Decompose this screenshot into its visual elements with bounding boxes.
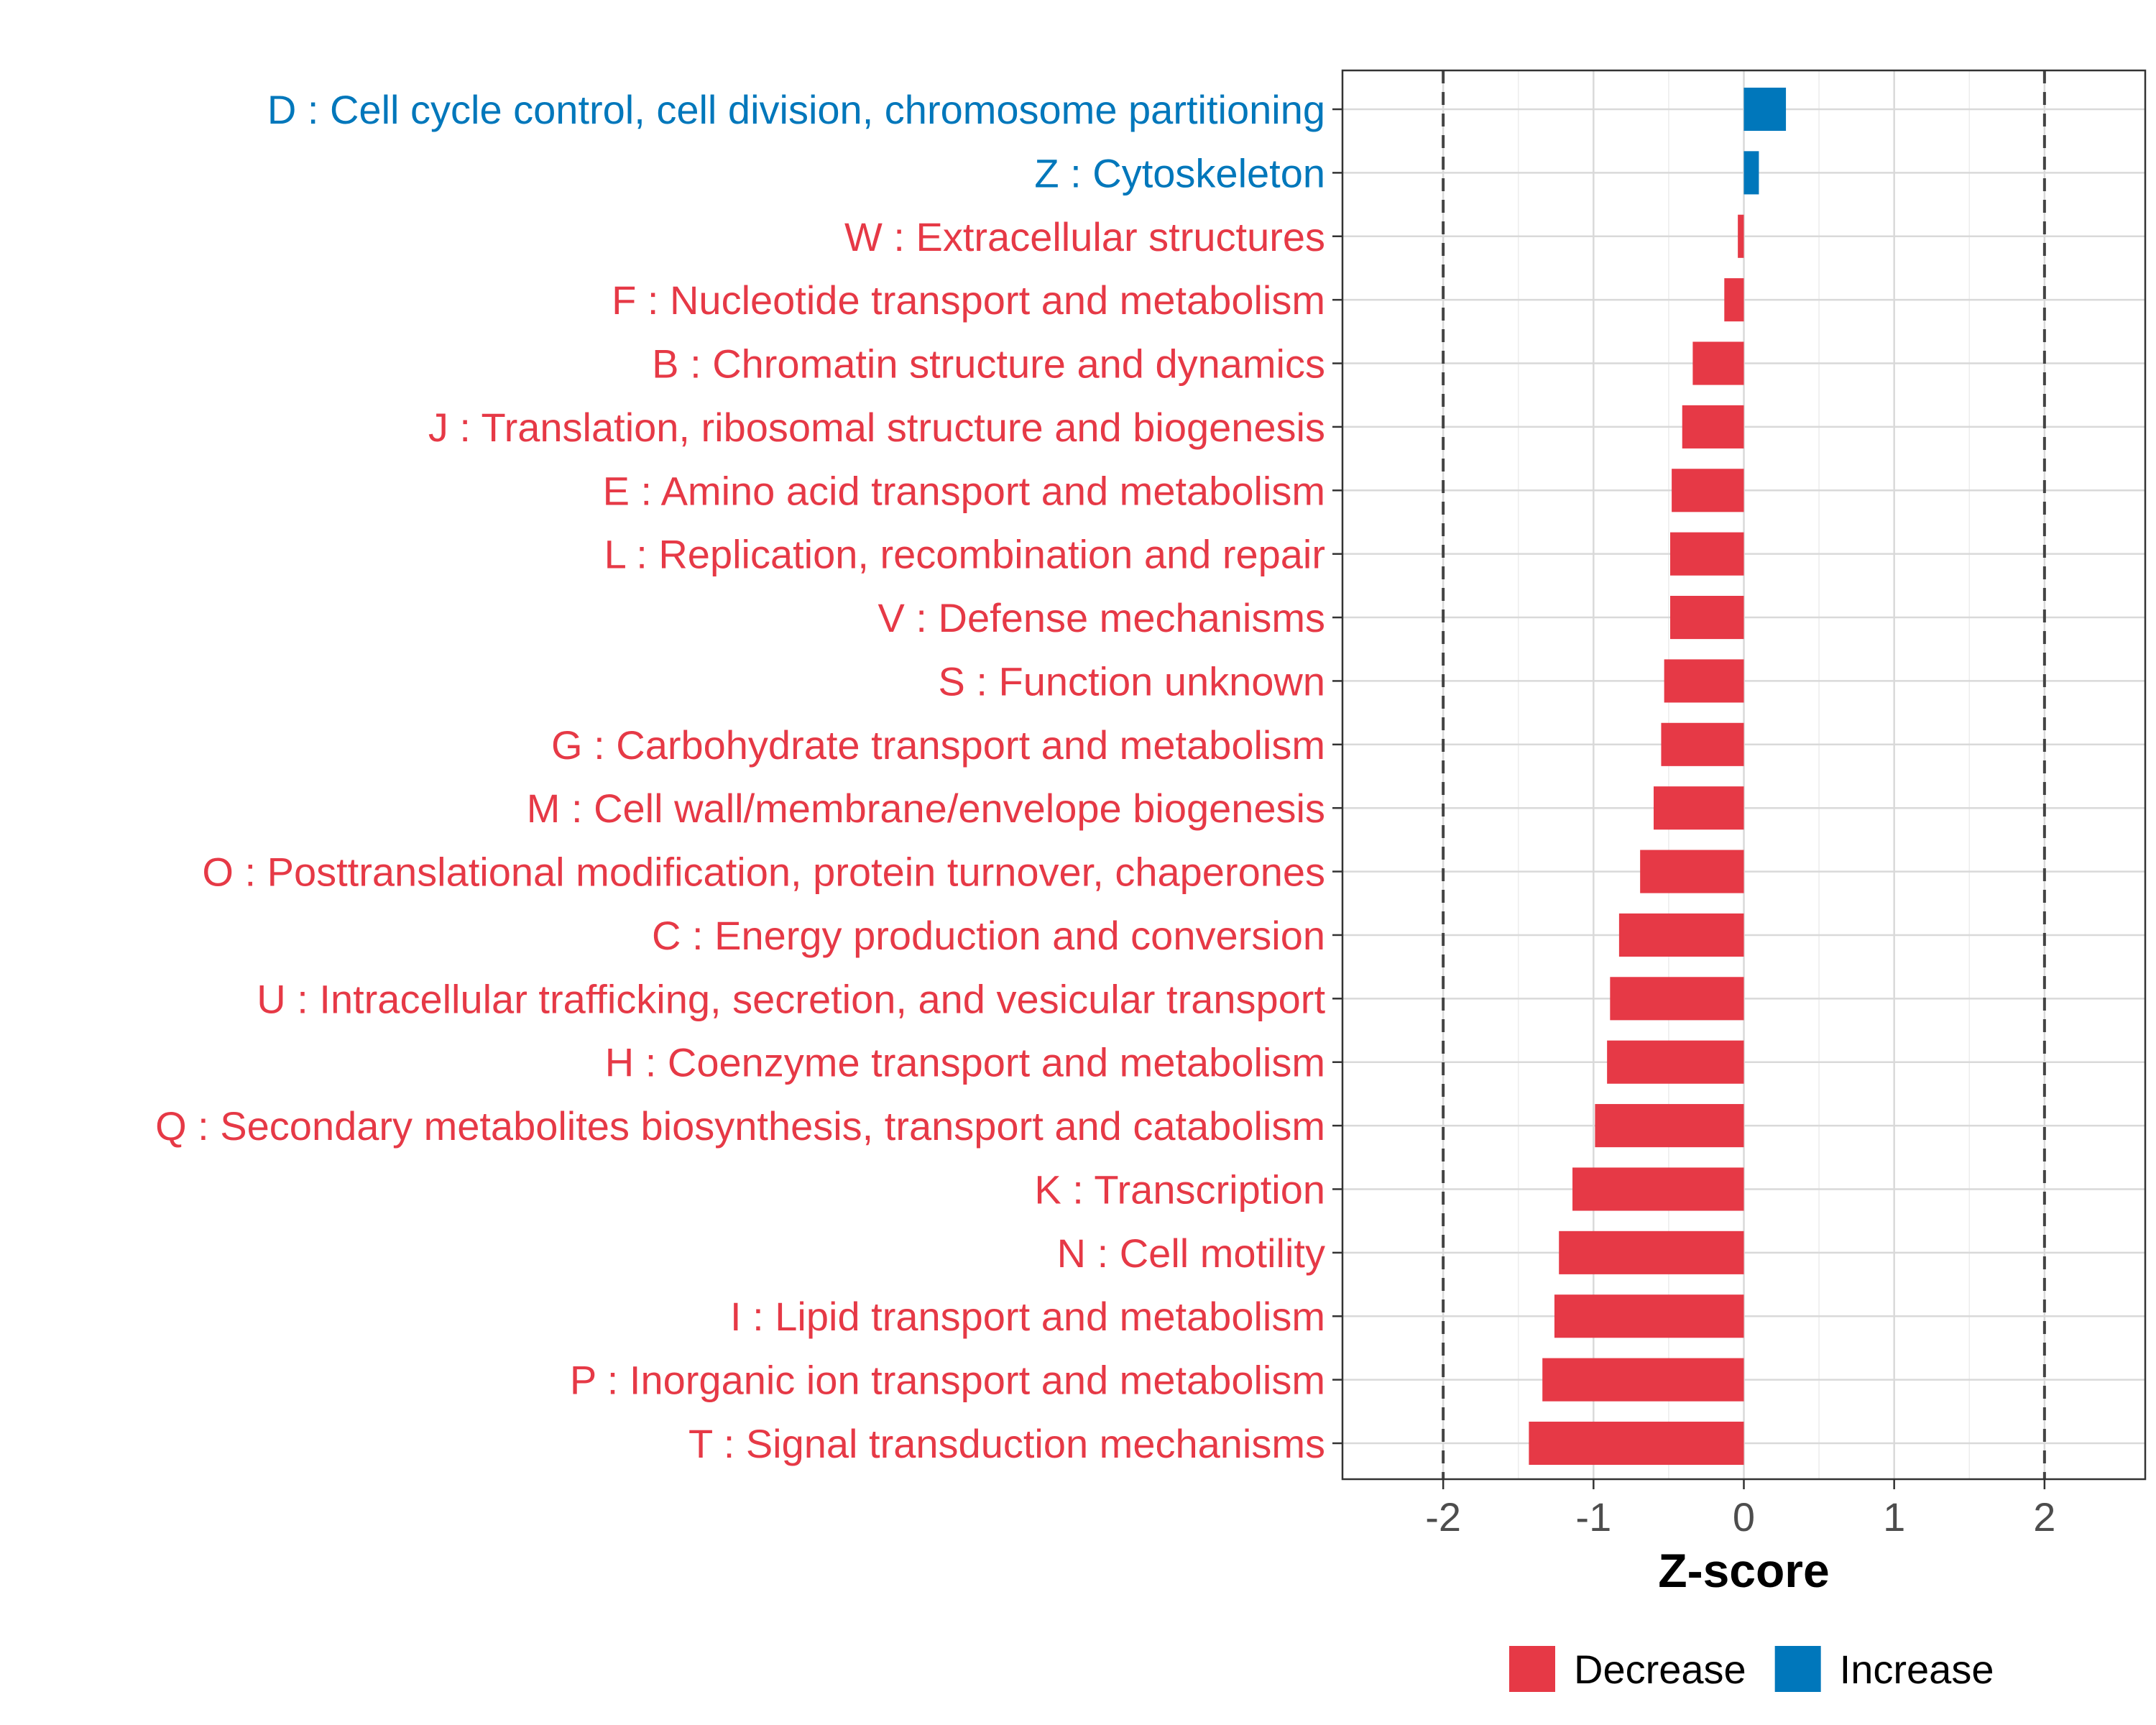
bar — [1559, 1230, 1744, 1274]
category-label: H : Coenzyme transport and metabolism — [605, 1040, 1325, 1085]
category-label: E : Amino acid transport and metabolism — [603, 468, 1325, 513]
x-tick-label: 2 — [2033, 1494, 2055, 1540]
category-label: U : Intracellular trafficking, secretion… — [257, 976, 1325, 1021]
bar — [1653, 786, 1744, 830]
bar — [1738, 214, 1744, 258]
bar — [1610, 977, 1744, 1021]
bar — [1529, 1421, 1744, 1466]
bar — [1664, 659, 1744, 703]
bars — [1529, 87, 1787, 1466]
bar — [1572, 1167, 1744, 1211]
bar — [1554, 1294, 1744, 1338]
category-label: F : Nucleotide transport and metabolism — [612, 277, 1325, 323]
category-label: D : Cell cycle control, cell division, c… — [267, 87, 1325, 132]
category-label: P : Inorganic ion transport and metaboli… — [570, 1358, 1325, 1403]
x-tick-label: -1 — [1575, 1494, 1611, 1540]
category-label: M : Cell wall/membrane/envelope biogenes… — [527, 786, 1325, 831]
category-label: Z : Cytoskeleton — [1034, 150, 1325, 196]
bar — [1724, 278, 1744, 322]
category-label: S : Function unknown — [938, 658, 1325, 704]
category-label: N : Cell motility — [1057, 1230, 1325, 1276]
category-label: V : Defense mechanisms — [878, 595, 1325, 640]
bar — [1670, 532, 1744, 576]
category-label: B : Chromatin structure and dynamics — [652, 341, 1325, 387]
bar — [1670, 595, 1744, 640]
legend-label: Increase — [1840, 1647, 1994, 1692]
category-label: G : Carbohydrate transport and metabolis… — [551, 722, 1325, 768]
x-tick-label: 1 — [1883, 1494, 1905, 1540]
bar — [1595, 1104, 1744, 1148]
legend: Decrease Increase — [1509, 1646, 1994, 1692]
x-axis-title: Z-score — [1658, 1544, 1829, 1597]
bar — [1692, 341, 1744, 385]
category-label: W : Extracellular structures — [844, 214, 1325, 259]
reference-lines — [1442, 70, 2046, 1479]
legend-swatch — [1509, 1646, 1555, 1692]
bar — [1618, 913, 1744, 957]
bar — [1542, 1358, 1744, 1402]
x-tick-label: 0 — [1733, 1494, 1755, 1540]
legend-swatch — [1774, 1646, 1821, 1692]
axes: -2 -1 0 1 2 — [1332, 108, 2055, 1540]
bar — [1607, 1040, 1744, 1084]
category-label: J : Translation, ribosomal structure and… — [428, 405, 1325, 450]
bar — [1743, 151, 1759, 195]
category-label: O : Posttranslational modification, prot… — [202, 850, 1325, 895]
category-label: L : Replication, recombination and repai… — [604, 532, 1325, 577]
bar — [1743, 87, 1787, 132]
category-labels: D : Cell cycle control, cell division, c… — [155, 87, 1325, 1466]
category-label: K : Transcription — [1034, 1167, 1325, 1212]
legend-label: Decrease — [1574, 1647, 1746, 1692]
bar — [1672, 469, 1744, 512]
bar — [1661, 722, 1744, 766]
category-label: Q : Secondary metabolites biosynthesis, … — [155, 1103, 1325, 1149]
x-tick-label: -2 — [1425, 1494, 1461, 1540]
bar — [1640, 850, 1744, 893]
category-label: T : Signal transduction mechanisms — [688, 1421, 1325, 1466]
category-label: I : Lipid transport and metabolism — [730, 1294, 1325, 1339]
category-label: C : Energy production and conversion — [652, 913, 1325, 958]
bar — [1682, 405, 1744, 448]
